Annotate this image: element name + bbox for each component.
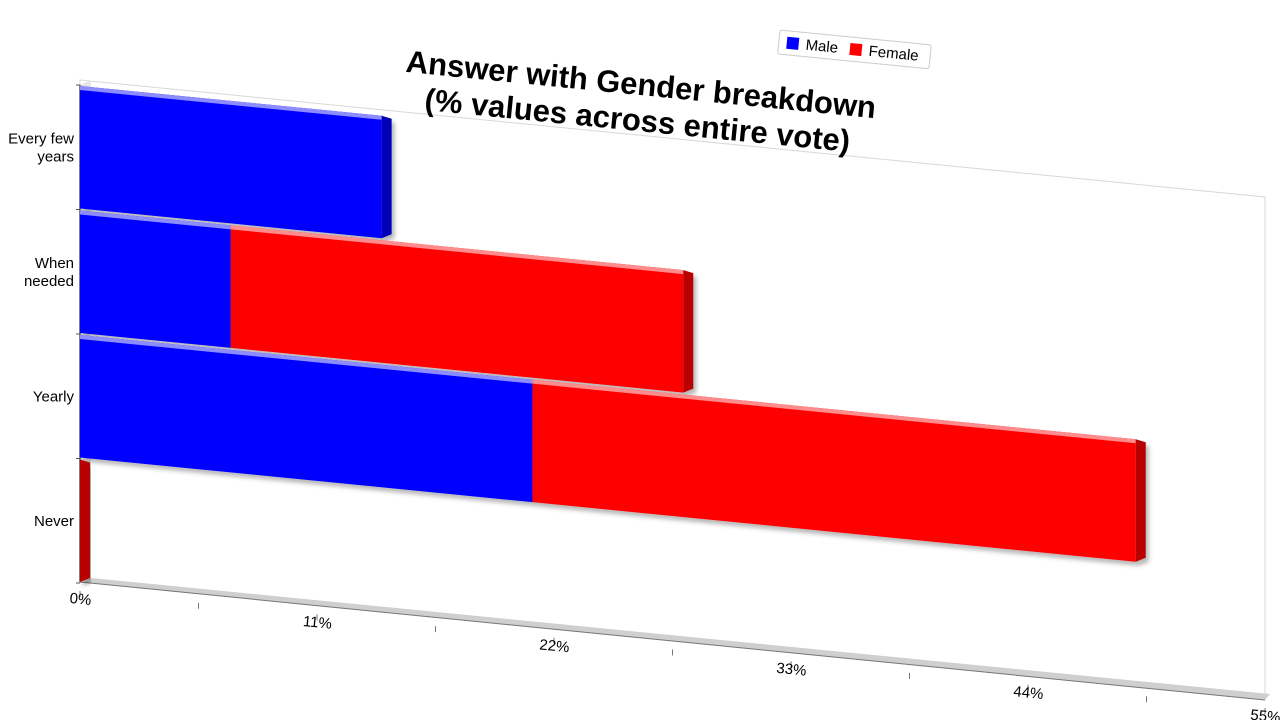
x-tick-label: 11%: [302, 613, 332, 633]
x-tick-marks: [79, 591, 1266, 714]
bar-end-cap: [683, 270, 694, 393]
bar-end-cap: [381, 115, 392, 239]
bar-group: [80, 459, 90, 582]
bar-group: [80, 335, 1146, 562]
x-tick-label: 44%: [1013, 683, 1045, 703]
bar-male: [80, 335, 533, 503]
x-tick-labels: 0% 11% 22% 33% 44% 55%: [69, 590, 1280, 720]
category-labels: Every few years When needed Yearly Never: [8, 130, 74, 530]
bar-end-cap: [80, 459, 90, 582]
x-tick-label: 0%: [69, 590, 92, 609]
y-tick-marks: [76, 84, 80, 584]
bars: [80, 86, 1146, 582]
y-category-label: Yearly: [33, 388, 75, 405]
legend: Male Female: [777, 29, 932, 70]
legend-swatch: [849, 42, 863, 57]
floor-edge: [80, 578, 1270, 700]
y-category-label: Never: [34, 513, 74, 530]
bar-top-highlight: [532, 379, 1136, 444]
bar-group: [80, 86, 392, 239]
bar-male: [80, 86, 382, 239]
bar-top-highlight: [80, 210, 231, 230]
legend-label: Male: [805, 37, 839, 57]
bar-top-highlight: [80, 335, 533, 384]
x-tick-label: 22%: [539, 636, 571, 656]
bar-female: [230, 225, 684, 393]
legend-swatch: [786, 36, 800, 50]
y-category-label: When needed: [24, 255, 74, 290]
legend-label: Female: [868, 43, 919, 65]
x-axis-line: [79, 581, 1266, 701]
x-tick-label: 55%: [1250, 707, 1280, 720]
y-category-label: Every few years: [8, 130, 74, 165]
bar-top-highlight: [230, 225, 684, 275]
bar-male: [80, 210, 231, 348]
bar-top-highlight: [80, 86, 382, 120]
bar-group: [80, 210, 694, 393]
x-tick-label: 33%: [776, 660, 808, 680]
bar-end-cap: [1135, 439, 1146, 562]
